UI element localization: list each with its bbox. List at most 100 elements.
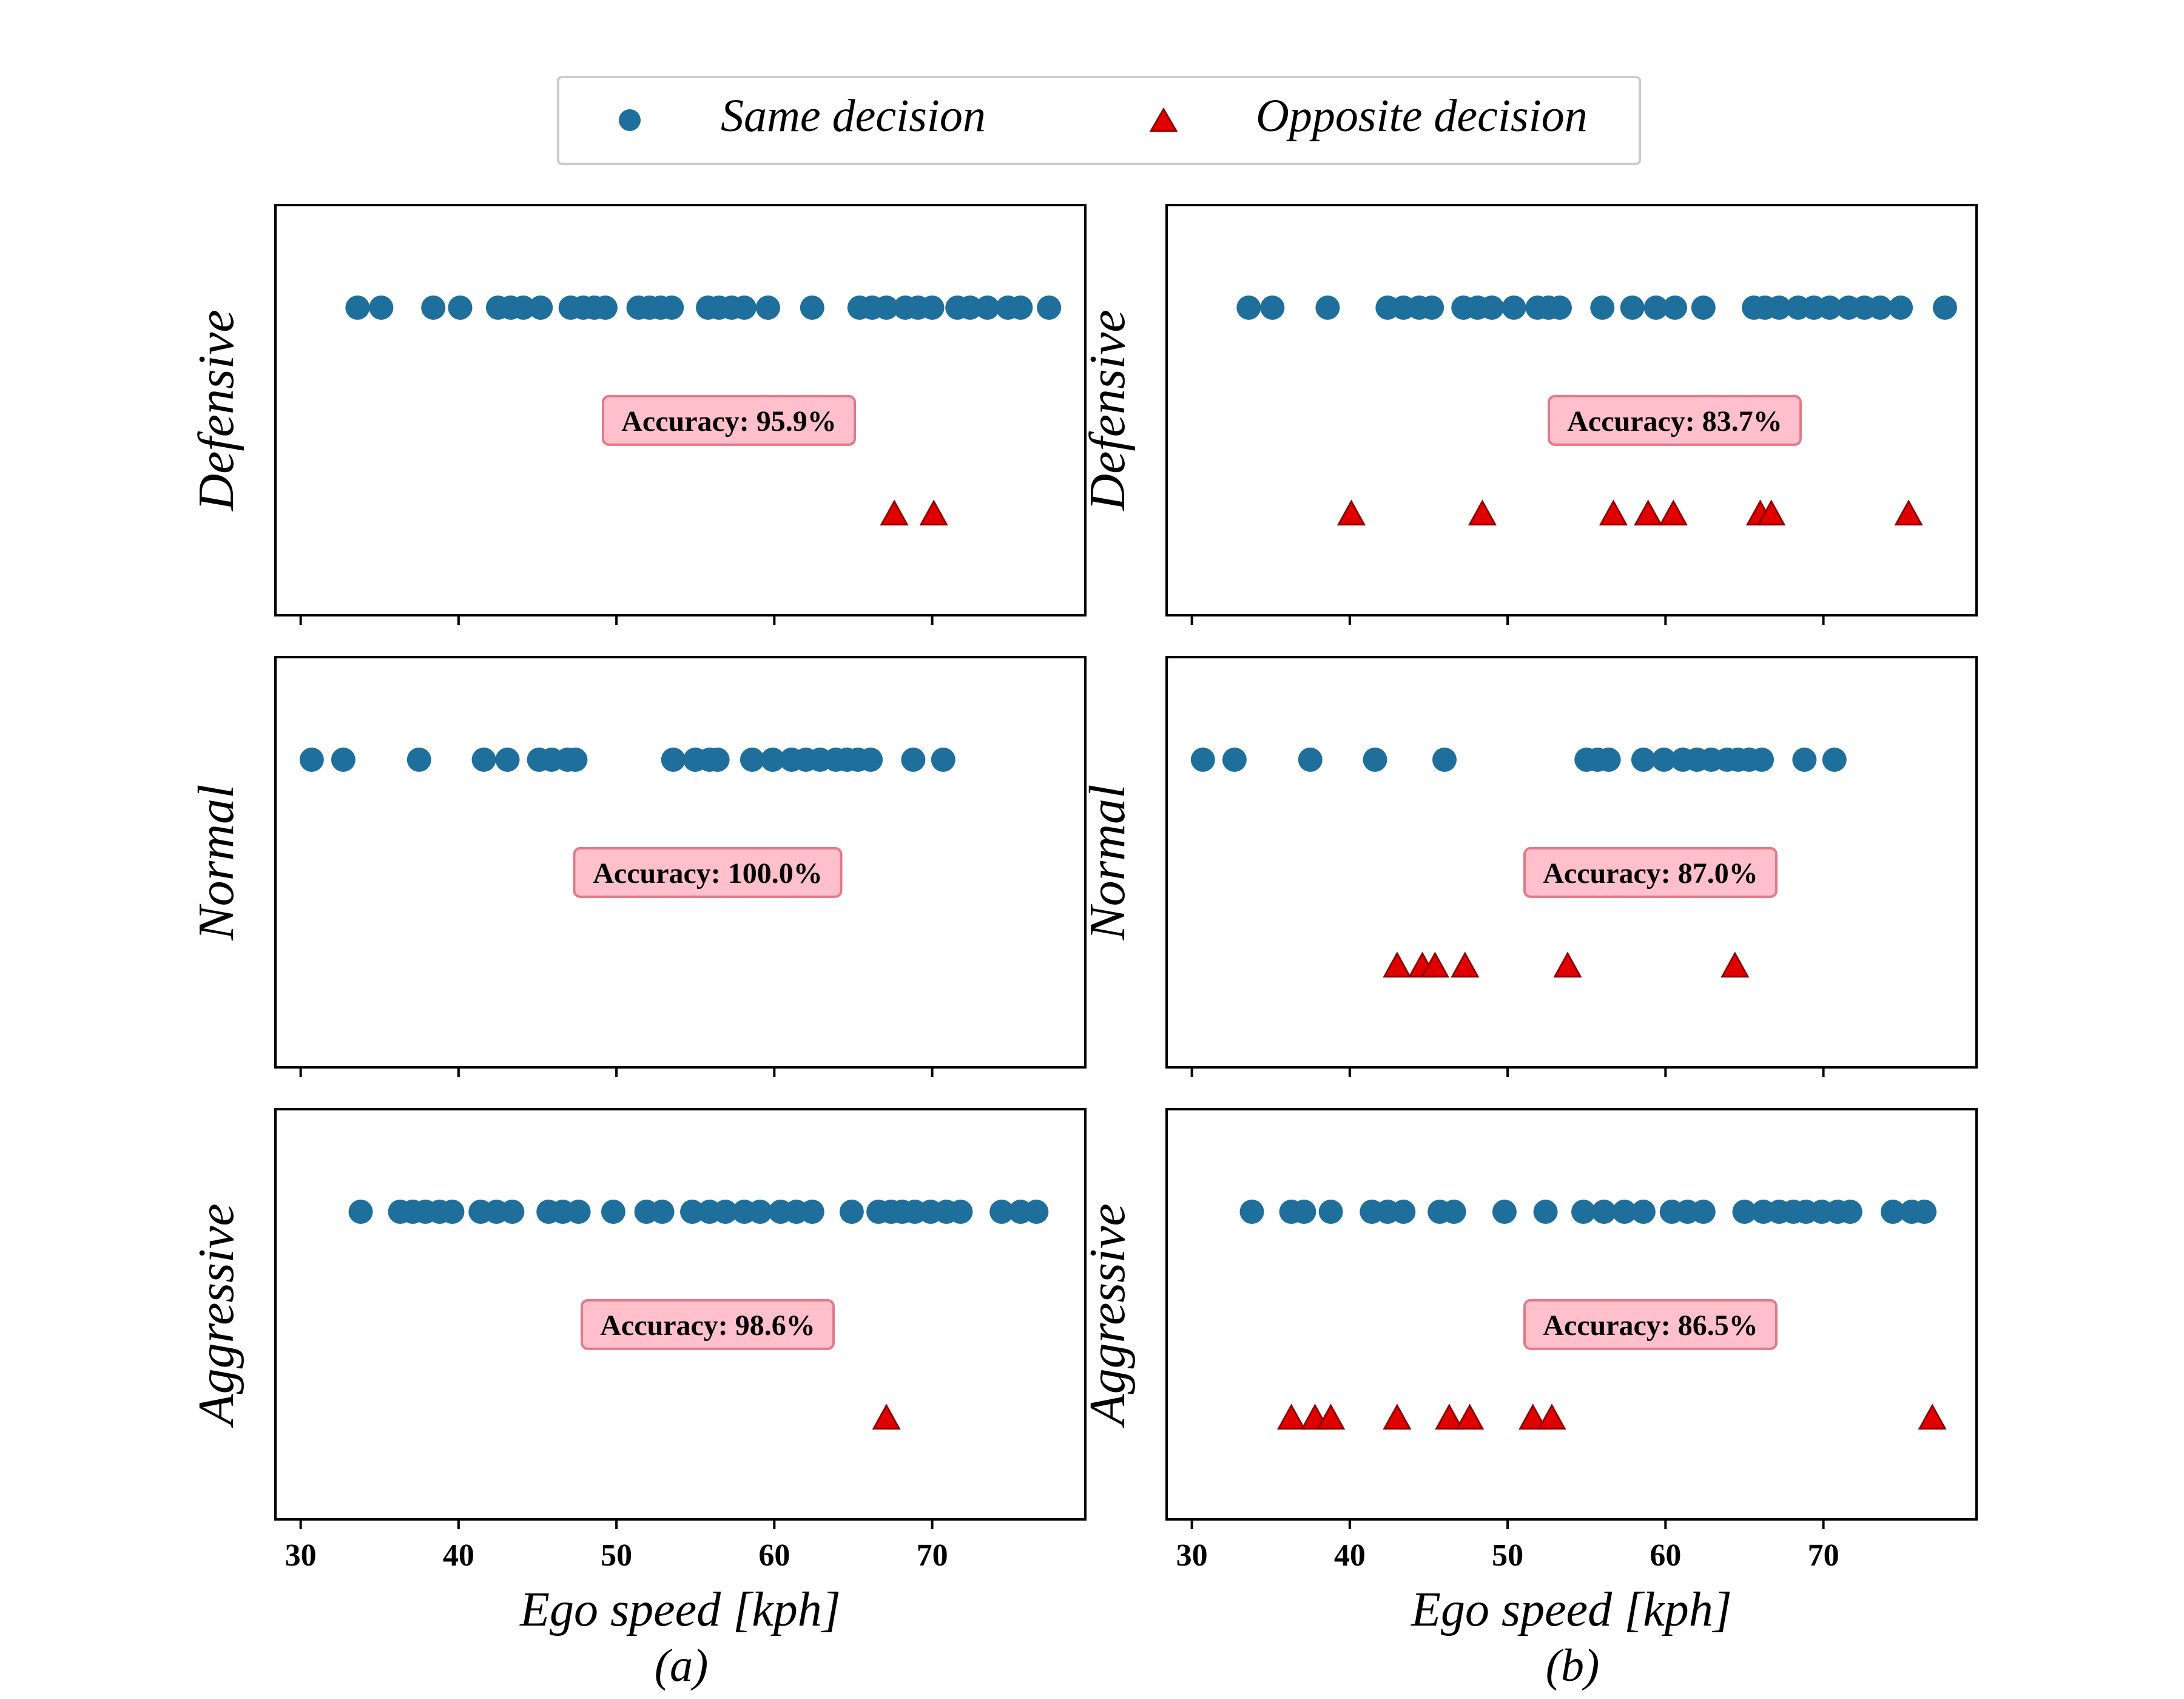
legend-label-same: Same decision [721, 90, 986, 141]
same-decision-point [975, 296, 1000, 320]
opposite-decision-point [1659, 499, 1688, 525]
axes-frame [274, 204, 1087, 616]
same-decision-point [1239, 1200, 1264, 1224]
accuracy-box [1548, 394, 1802, 446]
same-decision-point [1298, 748, 1323, 772]
x-tick-label: 40 [1334, 1538, 1366, 1573]
x-tick-label: 50 [1492, 1538, 1523, 1573]
same-decision-point [1292, 1200, 1316, 1224]
same-decision-point [732, 296, 757, 320]
x-tick-label: 30 [1176, 1538, 1208, 1573]
y-axis-label: Defensive [1079, 309, 1136, 511]
opposite-decision-point [1537, 1403, 1566, 1430]
same-decision-point [1822, 748, 1847, 772]
opposite-decision-point [1518, 1403, 1548, 1430]
y-axis-label: Normal [188, 785, 244, 941]
same-decision-point [593, 296, 618, 320]
accuracy-label: Accuracy: 86.5% [1543, 1309, 1758, 1342]
same-decision-point [874, 296, 899, 320]
panel-normal-a: Normal Accuracy: 100.0% [188, 656, 1087, 1077]
x-tick-label: 30 [285, 1538, 317, 1573]
axes-frame [274, 1108, 1087, 1521]
same-decision-point [839, 1200, 864, 1224]
same-decision-point [1480, 296, 1505, 320]
same-decision-point [680, 1200, 705, 1224]
opposite-decision-point [880, 499, 909, 525]
same-decision-point [1643, 296, 1668, 320]
same-decision-point [705, 748, 730, 772]
same-decision-point [566, 1200, 591, 1224]
same-decision-point [1881, 1200, 1906, 1224]
panel-normal-b: Normal Accuracy: 87.0% [1079, 656, 1978, 1077]
legend-label-opposite: Opposite decision [1256, 90, 1588, 141]
column-label-a: (a) [655, 1640, 709, 1691]
same-decision-point [760, 748, 785, 772]
axes-frame [1165, 204, 1978, 616]
x-tick-label: 40 [443, 1538, 474, 1573]
same-decision-point [1932, 296, 1957, 320]
same-decision-point [1767, 296, 1791, 320]
same-decision-point [1492, 1200, 1517, 1224]
same-decision-point [1631, 748, 1656, 772]
same-decision-point [901, 748, 926, 772]
same-decision-point [713, 1200, 738, 1224]
same-decision-point [1612, 1200, 1637, 1224]
same-decision-point [448, 296, 473, 320]
x-axis-label: Ego speed [kph] [519, 1583, 841, 1637]
accuracy-label: Accuracy: 100.0% [593, 857, 823, 890]
opposite-decision-point [1757, 499, 1786, 525]
same-decision-point [1591, 1200, 1616, 1224]
accuracy-box [1523, 1299, 1778, 1350]
same-decision-point [528, 296, 553, 320]
y-axis-label: Normal [1079, 785, 1136, 941]
same-decision-point [1571, 1200, 1596, 1224]
same-decision-point [1838, 1200, 1862, 1224]
opposite-decision-point [1383, 951, 1412, 978]
same-decision-point [1691, 1200, 1716, 1224]
same-decision-point [800, 296, 824, 320]
accuracy-box [573, 846, 843, 898]
opposite-decision-point [872, 1403, 901, 1430]
opposite-decision-point [1468, 499, 1497, 525]
same-decision-point [755, 296, 780, 320]
opposite-decision-point [1420, 951, 1449, 978]
legend-marker-opposite [1149, 107, 1178, 132]
same-decision-point [1502, 296, 1526, 320]
same-decision-point [1441, 1200, 1466, 1224]
same-decision-point [500, 1200, 525, 1224]
x-tick-label: 60 [1650, 1538, 1681, 1573]
same-decision-point [1315, 296, 1340, 320]
same-decision-point [1691, 296, 1716, 320]
same-decision-point [650, 1200, 675, 1224]
panel-aggressive-a: 30 40 50 60 70 Ego speed [kph] Aggressive Accur… [188, 1108, 1087, 1637]
same-decision-point [800, 1200, 824, 1224]
x-tick-label: 60 [758, 1538, 790, 1573]
same-decision-point [1750, 748, 1774, 772]
same-decision-point [1236, 296, 1261, 320]
same-decision-point [989, 1200, 1014, 1224]
same-decision-point [1620, 296, 1645, 320]
column-label-b: (b) [1546, 1640, 1600, 1691]
same-decision-point [958, 296, 983, 320]
same-decision-point [1318, 1200, 1343, 1224]
accuracy-label: Accuracy: 98.6% [600, 1309, 815, 1342]
legend: Same decision Opposite decision [557, 76, 1641, 165]
x-axis-label: Ego speed [kph] [1410, 1583, 1732, 1637]
opposite-decision-point [1277, 1403, 1306, 1430]
same-decision-point [1596, 748, 1621, 772]
same-decision-point [1817, 296, 1842, 320]
same-decision-point [858, 748, 883, 772]
opposite-decision-point [1435, 1403, 1464, 1430]
same-decision-point [511, 296, 536, 320]
same-decision-point [421, 296, 446, 320]
same-decision-point [747, 1200, 772, 1224]
same-decision-point [1363, 748, 1387, 772]
opposite-decision-point [1918, 1403, 1947, 1430]
same-decision-point [471, 748, 496, 772]
same-decision-point [1260, 296, 1285, 320]
same-decision-point [1792, 748, 1817, 772]
y-axis-label: Aggressive [188, 1203, 244, 1428]
same-decision-point [920, 296, 945, 320]
same-decision-point [1037, 296, 1062, 320]
